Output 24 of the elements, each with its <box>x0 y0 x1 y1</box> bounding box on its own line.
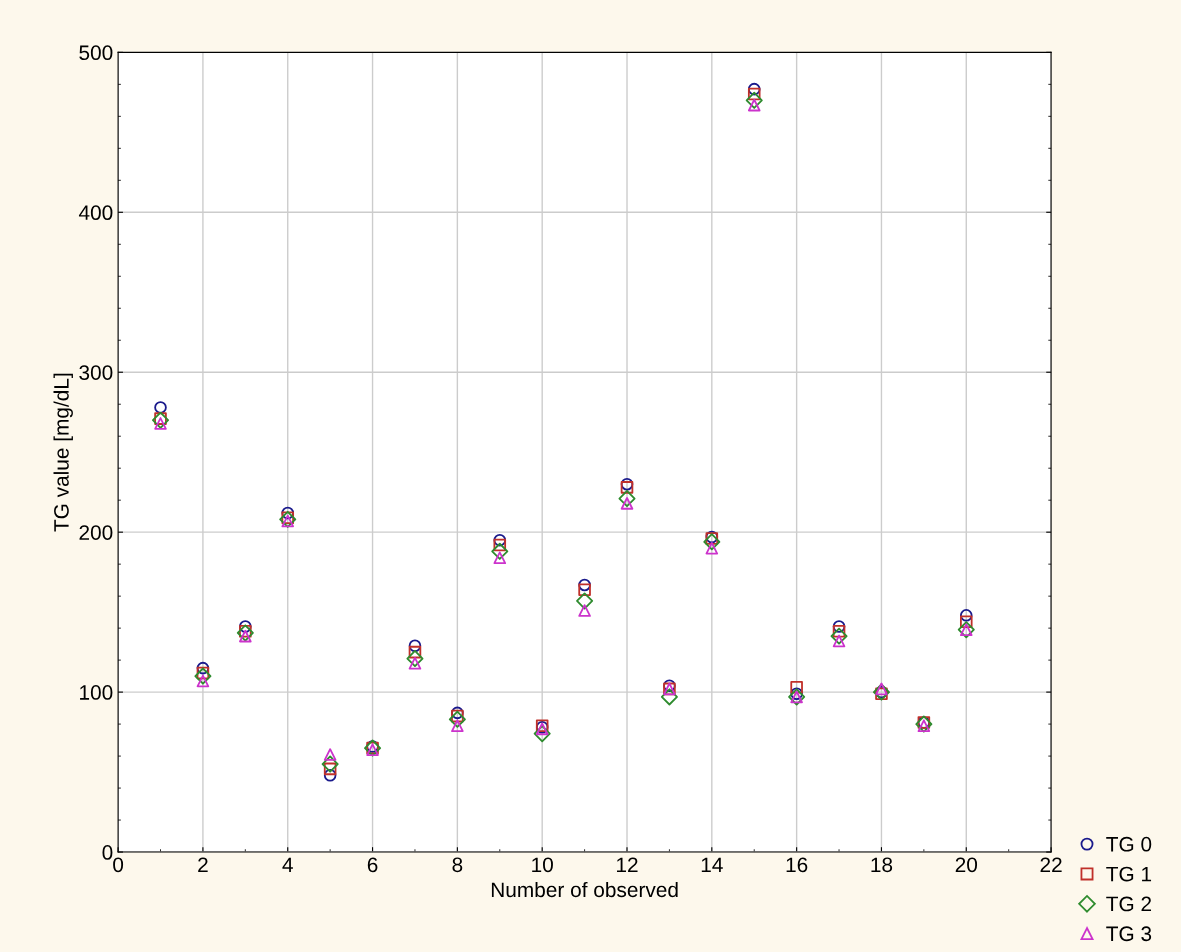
x-tick-label: 6 <box>367 857 378 873</box>
y-tick-label: 200 <box>79 525 113 540</box>
x-tick-label: 12 <box>617 857 638 872</box>
x-tick-label: 0 <box>113 857 124 873</box>
x-tick-label: 18 <box>871 857 893 873</box>
y-tick-label: 500 <box>79 45 113 61</box>
y-axis-title: TG value [mg/dL] <box>53 373 73 532</box>
x-tick-label: 14 <box>701 857 723 872</box>
x-tick-label: 20 <box>955 857 978 873</box>
y-tick-label: 400 <box>78 205 113 221</box>
x-tick-label: 2 <box>198 857 208 872</box>
y-tick-label: 300 <box>79 365 113 380</box>
x-axis-title: Number of observed <box>491 881 678 898</box>
legend-label: TG 0 <box>1106 836 1152 852</box>
x-tick-label: 22 <box>1040 857 1062 872</box>
y-tick-label: 100 <box>80 685 113 700</box>
legend-label: TG 1 <box>1106 866 1152 882</box>
x-tick-label: 16 <box>786 857 808 873</box>
y-tick-label: 0 <box>102 845 113 860</box>
x-tick-label: 8 <box>452 857 463 873</box>
x-tick-label: 10 <box>532 857 553 873</box>
x-tick-label: 4 <box>282 857 293 872</box>
legend-label: TG 3 <box>1106 926 1152 942</box>
legend-label: TG 2 <box>1106 896 1152 912</box>
